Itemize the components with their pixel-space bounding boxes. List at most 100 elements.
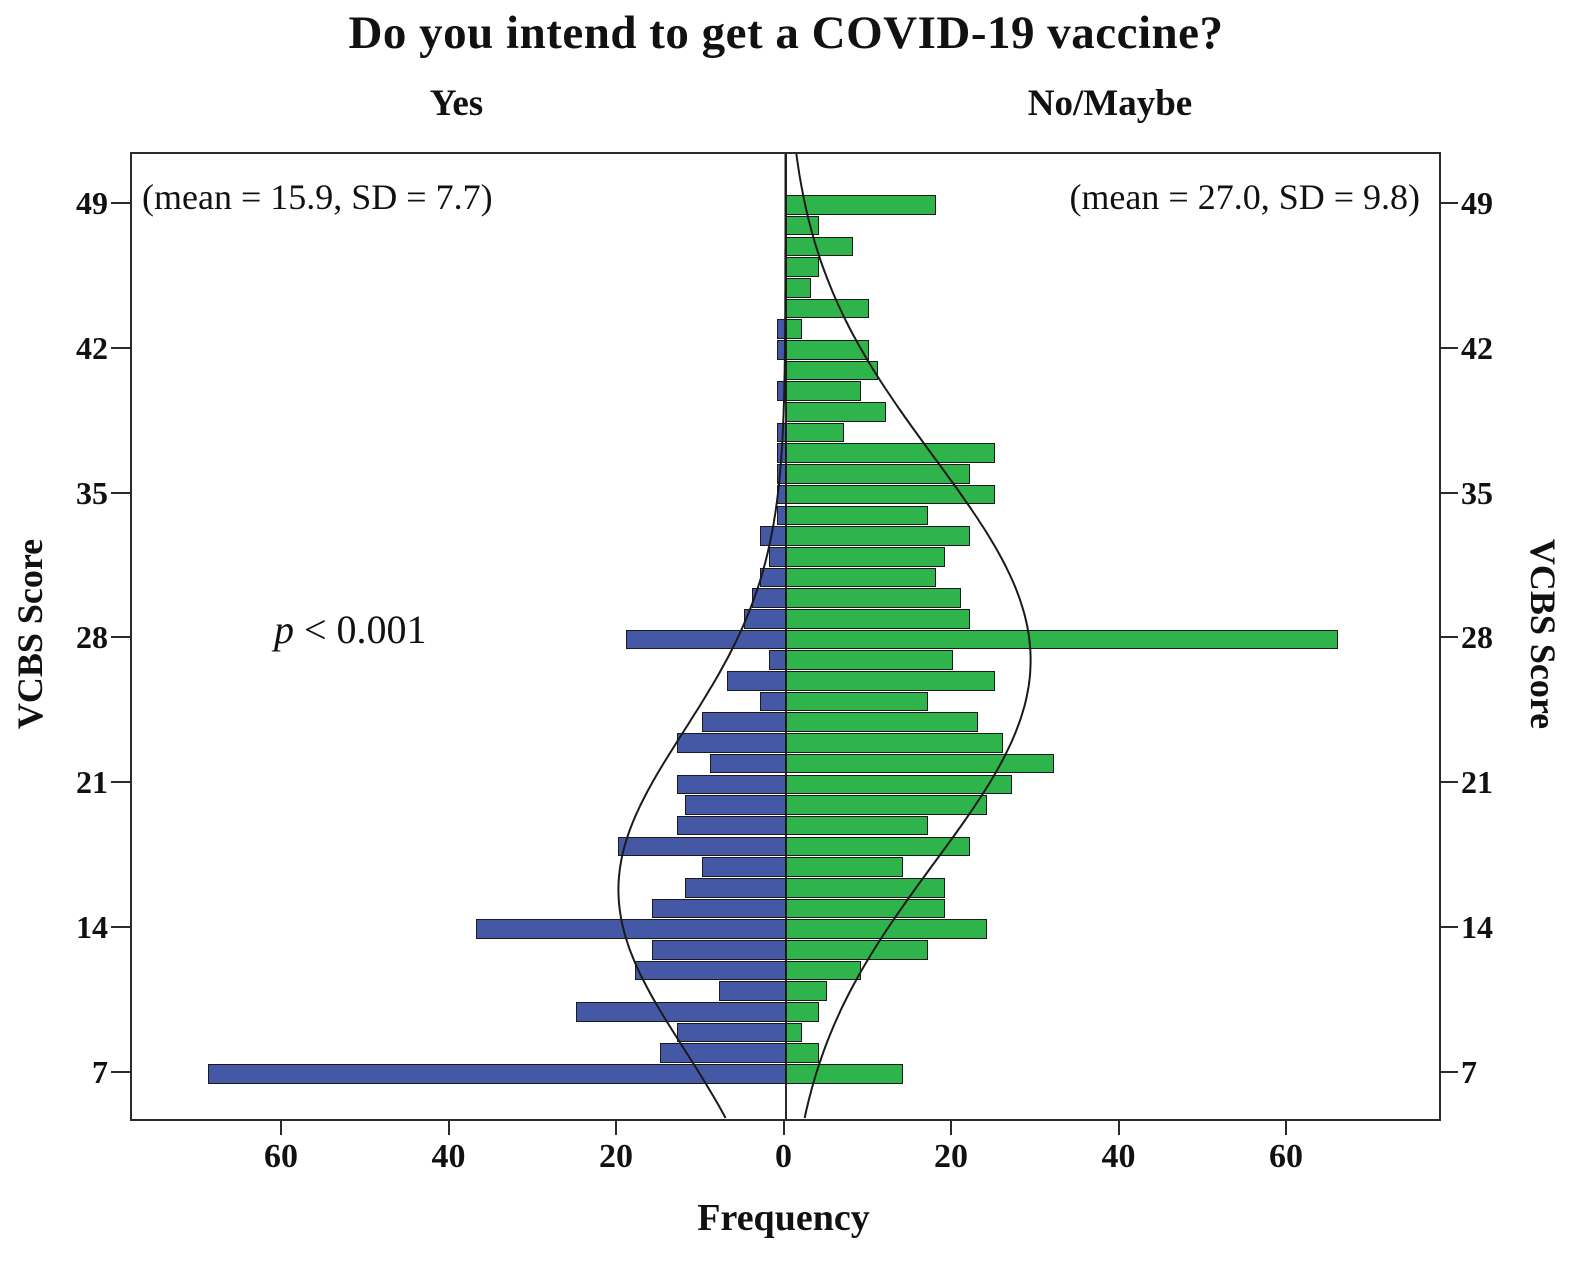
bar-no-maybe-score-39 — [785, 402, 886, 422]
bar-no-maybe-score-10 — [785, 1002, 819, 1022]
bar-yes-score-36 — [777, 464, 786, 484]
bar-no-maybe-score-38 — [785, 422, 845, 443]
bar-no-maybe-score-11 — [785, 981, 828, 1001]
y-tick-mark-right-7 — [1439, 1070, 1458, 1073]
bar-yes-score-34 — [777, 505, 786, 526]
bar-yes-score-7 — [207, 1064, 786, 1084]
bar-yes-score-28 — [626, 629, 786, 650]
y-tick-mark-left-49 — [111, 202, 130, 204]
yes-mean-sd-annotation: (mean = 15.9, SD = 7.7) — [142, 177, 493, 217]
bar-yes-score-33 — [760, 526, 786, 546]
bar-yes-score-21 — [676, 774, 786, 795]
bar-yes-score-38 — [777, 422, 786, 443]
y-tick-label-left-14: 14 — [76, 909, 108, 946]
bar-yes-score-23 — [676, 733, 786, 753]
bar-yes-score-25 — [760, 691, 786, 712]
bar-yes-score-17 — [701, 857, 786, 877]
y-tick-mark-right-28 — [1439, 636, 1458, 639]
bar-no-maybe-score-40 — [785, 381, 861, 401]
bar-yes-score-37 — [777, 443, 786, 464]
y-tick-mark-left-28 — [111, 636, 130, 639]
bar-no-maybe-score-19 — [785, 815, 928, 836]
x-tick-label-6: 60 — [1269, 1138, 1303, 1175]
bar-no-maybe-score-12 — [785, 960, 861, 981]
x-tick-label-2: 20 — [599, 1138, 633, 1175]
p-value-text: < 0.001 — [294, 607, 427, 652]
p-value-annotation: p < 0.001 — [274, 606, 427, 653]
bar-yes-score-16 — [685, 877, 786, 898]
y-tick-label-left-49: 49 — [76, 185, 108, 221]
bar-no-maybe-score-27 — [785, 650, 953, 670]
y-tick-label-left-42: 42 — [76, 329, 108, 366]
x-tick-mark-5 — [1117, 1119, 1120, 1135]
y-tick-mark-right-21 — [1439, 781, 1458, 784]
y-tick-label-right-21: 21 — [1461, 764, 1493, 801]
bar-no-maybe-score-15 — [785, 898, 945, 919]
bar-no-maybe-score-7 — [785, 1064, 903, 1084]
y-tick-label-right-49: 49 — [1461, 185, 1493, 221]
bar-no-maybe-score-43 — [785, 319, 803, 339]
bar-yes-score-31 — [760, 567, 786, 588]
bar-no-maybe-score-24 — [785, 712, 979, 733]
bar-yes-score-19 — [676, 815, 786, 836]
y-tick-mark-right-14 — [1439, 926, 1458, 929]
bar-no-maybe-score-16 — [785, 877, 945, 898]
x-tick-label-4: 20 — [934, 1138, 968, 1175]
bar-no-maybe-score-48 — [785, 215, 819, 236]
bar-no-maybe-score-25 — [785, 691, 928, 712]
bar-no-maybe-score-13 — [785, 940, 928, 960]
bar-no-maybe-score-34 — [785, 505, 928, 526]
y-tick-mark-left-35 — [111, 491, 130, 494]
bar-no-maybe-score-41 — [785, 360, 878, 381]
x-tick-label-0: 60 — [264, 1138, 298, 1175]
chart-title: Do you intend to get a COVID-19 vaccine? — [348, 7, 1224, 59]
y-tick-label-right-14: 14 — [1461, 909, 1493, 946]
bar-yes-score-13 — [651, 940, 786, 960]
bar-yes-score-22 — [710, 753, 786, 774]
y-tick-label-left-35: 35 — [76, 474, 108, 511]
bar-no-maybe-score-21 — [785, 774, 1012, 795]
bar-yes-score-10 — [576, 1002, 786, 1022]
bar-no-maybe-score-37 — [785, 443, 995, 464]
plot-area — [130, 152, 1441, 1121]
bar-no-maybe-score-18 — [785, 836, 970, 857]
x-tick-mark-2 — [615, 1119, 617, 1135]
bar-no-maybe-score-44 — [785, 298, 870, 319]
bar-no-maybe-score-32 — [785, 546, 945, 567]
bar-yes-score-26 — [726, 671, 786, 691]
bar-no-maybe-score-23 — [785, 733, 1004, 753]
bar-no-maybe-score-9 — [785, 1022, 803, 1043]
bar-no-maybe-score-20 — [785, 795, 987, 815]
y-tick-mark-left-14 — [111, 926, 130, 929]
bar-yes-score-20 — [685, 795, 786, 815]
p-symbol: p — [274, 607, 294, 652]
y-tick-mark-left-21 — [111, 781, 130, 784]
y-tick-label-right-7: 7 — [1461, 1053, 1477, 1090]
bar-no-maybe-score-17 — [785, 857, 903, 877]
x-tick-mark-4 — [950, 1119, 952, 1135]
y-tick-label-right-28: 28 — [1461, 619, 1493, 656]
bar-no-maybe-score-36 — [785, 464, 970, 484]
bar-yes-score-27 — [768, 650, 786, 670]
y-tick-label-left-7: 7 — [92, 1053, 108, 1090]
bar-yes-score-40 — [777, 381, 786, 401]
bar-no-maybe-score-26 — [785, 671, 995, 691]
y-tick-mark-right-42 — [1439, 346, 1458, 349]
bar-yes-score-9 — [676, 1022, 786, 1043]
bar-no-maybe-score-42 — [785, 340, 870, 360]
bar-no-maybe-score-35 — [785, 484, 995, 505]
bar-no-maybe-score-46 — [785, 257, 819, 277]
bar-yes-score-15 — [651, 898, 786, 919]
bar-yes-score-30 — [752, 588, 786, 608]
y-tick-label-right-42: 42 — [1461, 329, 1493, 366]
bar-no-maybe-score-14 — [785, 919, 987, 939]
x-axis-title: Frequency — [697, 1197, 870, 1239]
bar-yes-score-8 — [659, 1043, 786, 1064]
group-label-yes: Yes — [429, 83, 484, 124]
y-tick-mark-right-49 — [1439, 202, 1458, 204]
bar-yes-score-11 — [718, 981, 786, 1001]
bar-yes-score-43 — [777, 319, 786, 339]
bar-no-maybe-score-28 — [785, 629, 1339, 650]
bar-no-maybe-score-22 — [785, 753, 1054, 774]
